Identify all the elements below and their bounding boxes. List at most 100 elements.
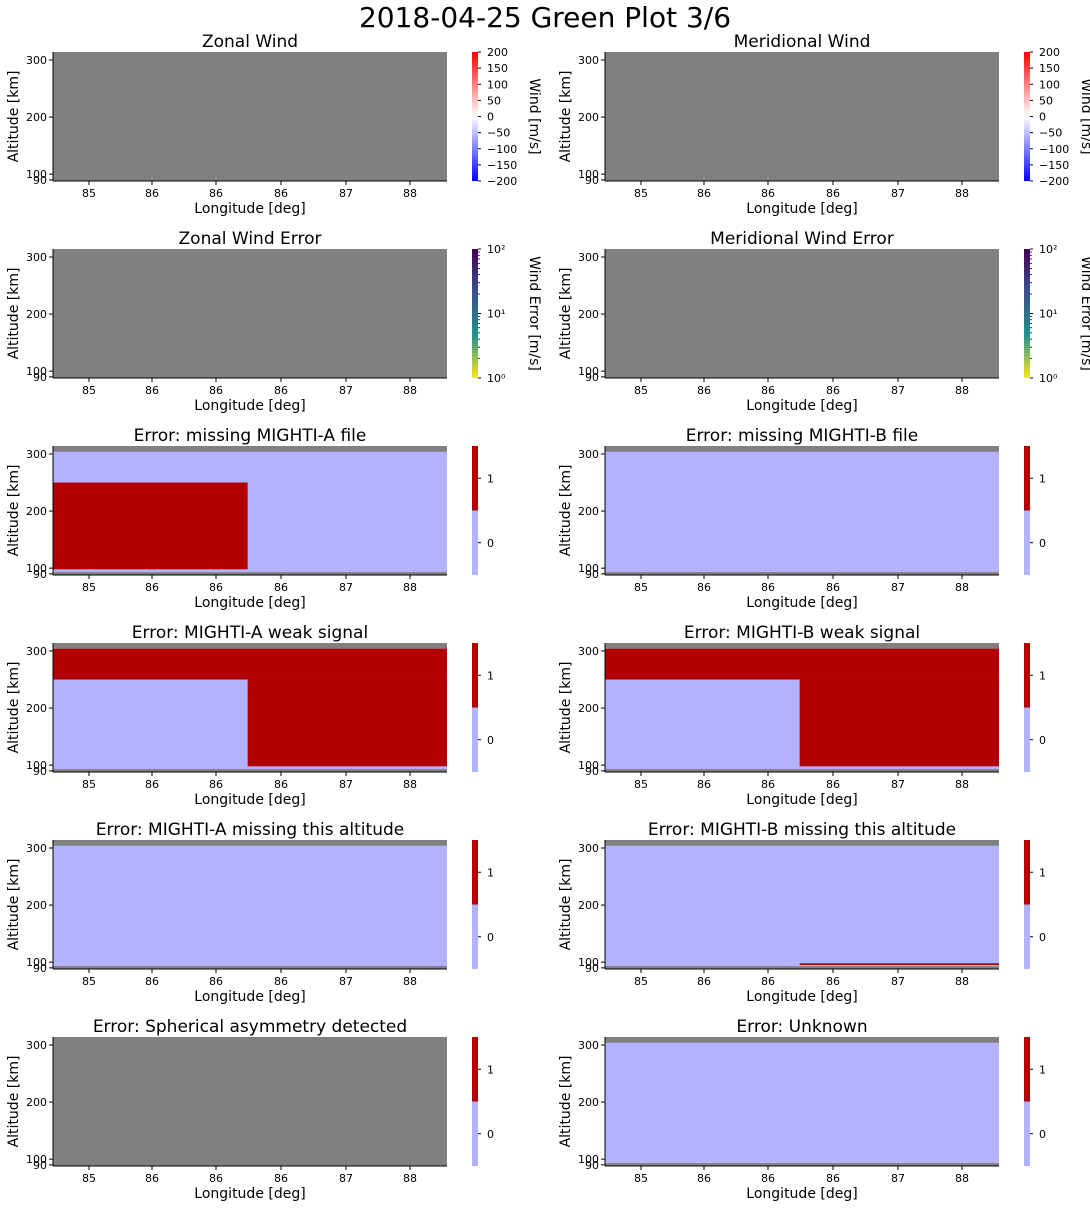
colorbar-gradient bbox=[472, 249, 478, 378]
x-tick-label: 86 bbox=[761, 1172, 775, 1185]
y-tick-label: 100 bbox=[578, 759, 599, 772]
colorbar-tick-label: 0 bbox=[1039, 537, 1046, 550]
subplot-title: Error: missing MIGHTI-B file bbox=[686, 426, 918, 446]
x-tick-label: 86 bbox=[697, 384, 711, 397]
x-tick-label: 88 bbox=[955, 581, 969, 594]
colorbar-tick-label: 0 bbox=[1039, 931, 1046, 944]
y-tick-label: 100 bbox=[26, 365, 47, 378]
subplot-2: Meridional Wind 85 86 86 86 87 88 Longitude [de… bbox=[558, 32, 1090, 217]
colorbar-tick-label: 10² bbox=[1039, 243, 1057, 256]
x-tick-label: 87 bbox=[891, 778, 905, 791]
y-axis-label: Altitude [km] bbox=[6, 71, 22, 163]
colorbar-tick-label: 1 bbox=[1039, 669, 1046, 682]
x-tick-label: 86 bbox=[761, 384, 775, 397]
subplot-title: Error: MIGHTI-B missing this altitude bbox=[648, 820, 956, 840]
x-tick-label: 87 bbox=[339, 1172, 353, 1185]
x-axis-label: Longitude [deg] bbox=[746, 201, 857, 217]
subplot-title: Zonal Wind Error bbox=[179, 229, 322, 249]
y-tick-label: 90 bbox=[33, 1159, 47, 1172]
heatmap-background bbox=[53, 249, 447, 378]
y-tick-label: 300 bbox=[578, 251, 599, 264]
x-tick-label: 86 bbox=[145, 581, 159, 594]
x-tick-label: 85 bbox=[82, 187, 96, 200]
colorbar-tick-label: 0 bbox=[487, 734, 494, 747]
x-tick-label: 88 bbox=[955, 778, 969, 791]
y-tick-label: 300 bbox=[578, 645, 599, 658]
colorbar-label: Wind Error [m/s] bbox=[1078, 256, 1090, 371]
heatmap-background bbox=[53, 52, 447, 181]
colorbar: 10² 10¹ 10⁰ Wind Error [m/s] bbox=[1024, 243, 1090, 385]
y-tick-label: 300 bbox=[26, 251, 47, 264]
x-tick-label: 88 bbox=[403, 581, 417, 594]
colorbar-segment bbox=[1024, 643, 1030, 708]
y-tick-label: 200 bbox=[26, 111, 47, 124]
colorbar-segment bbox=[1024, 904, 1030, 969]
x-tick-label: 88 bbox=[403, 778, 417, 791]
y-tick-label: 300 bbox=[26, 1039, 47, 1052]
x-tick-label: 86 bbox=[145, 778, 159, 791]
x-tick-label: 88 bbox=[403, 1172, 417, 1185]
y-tick-label: 200 bbox=[578, 702, 599, 715]
colorbar-segment bbox=[472, 1101, 478, 1166]
x-tick-label: 86 bbox=[826, 975, 840, 988]
colorbar-tick-label: 1 bbox=[1039, 472, 1046, 485]
y-axis-label: Altitude [km] bbox=[6, 662, 22, 754]
x-tick-label: 86 bbox=[145, 384, 159, 397]
y-tick-label: 90 bbox=[33, 568, 47, 581]
colorbar-tick-label: 1 bbox=[487, 472, 494, 485]
colorbar-label: Wind Error [m/s] bbox=[526, 256, 542, 371]
x-axis-label: Longitude [deg] bbox=[194, 1186, 305, 1202]
y-axis-label: Altitude [km] bbox=[558, 859, 574, 951]
x-tick-label: 87 bbox=[339, 384, 353, 397]
heatmap-cell bbox=[53, 648, 447, 680]
x-tick-label: 86 bbox=[145, 975, 159, 988]
colorbar: 10 bbox=[472, 840, 494, 969]
heatmap-cell bbox=[799, 963, 999, 966]
colorbar-tick-label: 50 bbox=[1039, 94, 1053, 107]
colorbar-tick-label: 100 bbox=[487, 78, 508, 91]
colorbar-tick-label: 1 bbox=[487, 1063, 494, 1076]
colorbar-segment bbox=[1024, 707, 1030, 772]
colorbar-tick-label: 0 bbox=[487, 1128, 494, 1141]
x-tick-label: 86 bbox=[826, 1172, 840, 1185]
x-tick-label: 88 bbox=[955, 1172, 969, 1185]
y-tick-label: 300 bbox=[26, 54, 47, 67]
colorbar-gradient bbox=[1024, 52, 1030, 181]
y-tick-label: 300 bbox=[578, 842, 599, 855]
colorbar-tick-label: 100 bbox=[1039, 78, 1060, 91]
x-tick-label: 86 bbox=[697, 187, 711, 200]
x-tick-label: 86 bbox=[697, 1172, 711, 1185]
colorbar-tick-label: −50 bbox=[487, 127, 510, 140]
y-tick-label: 200 bbox=[578, 1096, 599, 1109]
y-tick-label: 300 bbox=[26, 448, 47, 461]
x-tick-label: 86 bbox=[697, 778, 711, 791]
y-tick-label: 200 bbox=[578, 111, 599, 124]
y-tick-label: 200 bbox=[578, 505, 599, 518]
colorbar-tick-label: 150 bbox=[1039, 62, 1060, 75]
colorbar: 200 150 100 50 0 −50 −100 −150 −200 Wind [m/s] bbox=[472, 46, 542, 188]
x-axis-label: Longitude [deg] bbox=[194, 398, 305, 414]
y-tick-label: 200 bbox=[578, 899, 599, 912]
x-tick-label: 86 bbox=[761, 778, 775, 791]
x-tick-label: 87 bbox=[891, 384, 905, 397]
colorbar-tick-label: 200 bbox=[1039, 46, 1060, 59]
colorbar-tick-label: −100 bbox=[487, 143, 517, 156]
y-tick-label: 90 bbox=[33, 174, 47, 187]
colorbar-tick-label: −200 bbox=[1039, 175, 1069, 188]
subplot-title: Meridional Wind bbox=[734, 32, 871, 52]
y-tick-label: 100 bbox=[578, 956, 599, 969]
x-tick-label: 85 bbox=[82, 1172, 96, 1185]
x-tick-label: 86 bbox=[145, 1172, 159, 1185]
x-tick-label: 86 bbox=[209, 1172, 223, 1185]
x-axis-label: Longitude [deg] bbox=[746, 1186, 857, 1202]
x-tick-label: 86 bbox=[274, 1172, 288, 1185]
y-tick-label: 100 bbox=[578, 365, 599, 378]
heatmap-cell bbox=[53, 845, 447, 967]
subplot-4: Meridional Wind Error 85 86 86 86 87 88 Longitu… bbox=[558, 229, 1090, 414]
y-tick-label: 90 bbox=[33, 371, 47, 384]
colorbar-tick-label: 0 bbox=[487, 111, 494, 124]
figure-title: 2018-04-25 Green Plot 3/6 bbox=[358, 1, 732, 34]
y-tick-label: 90 bbox=[585, 371, 599, 384]
colorbar: 10 bbox=[1024, 643, 1046, 772]
